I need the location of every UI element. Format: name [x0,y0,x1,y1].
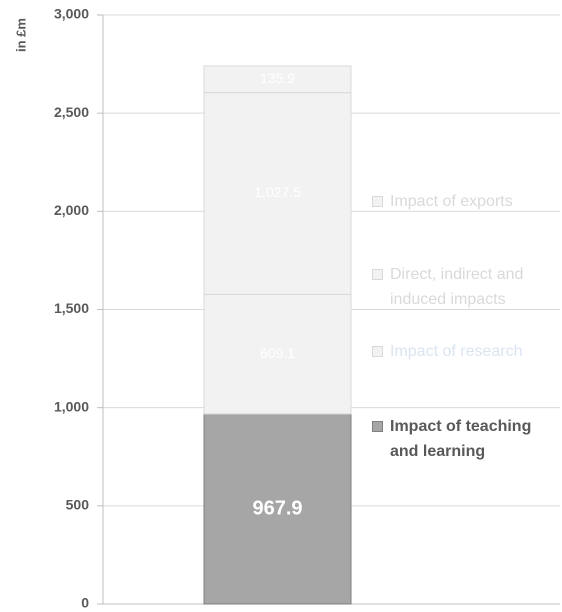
bar-segment [203,92,352,295]
y-tick-label: 1,000 [54,398,89,414]
legend-label: Impact of exports [390,193,513,210]
y-tick-label: 1,500 [54,300,89,316]
legend-label: Impact of teaching and learning [390,418,532,460]
data-label: 967.9 [252,497,302,519]
y-tick-label: 2,500 [54,104,89,120]
y-axis-label: in £m [13,18,28,52]
data-label: 609.1 [260,345,295,361]
bar-segment [203,65,352,94]
bar-segment [203,293,352,415]
legend-swatch [372,196,383,207]
legend-item: Impact of exports [372,189,557,214]
legend-label: Direct, indirect and induced impacts [390,266,524,308]
legend-swatch [372,346,383,357]
data-label: 135.9 [260,70,295,86]
legend-item: Impact of teaching and learning [372,414,557,464]
legend-item: Impact of research [372,339,557,364]
y-tick-label: 0 [81,595,89,611]
y-tick-label: 2,000 [54,202,89,218]
legend-item: Direct, indirect and induced impacts [372,262,557,312]
data-label: 1,027.5 [254,184,301,200]
bar-segment [203,413,352,605]
legend-swatch [372,421,383,432]
legend-swatch [372,269,383,280]
legend-label: Impact of research [390,343,523,360]
y-tick-label: 3,000 [54,6,89,22]
y-tick-label: 500 [66,497,90,513]
